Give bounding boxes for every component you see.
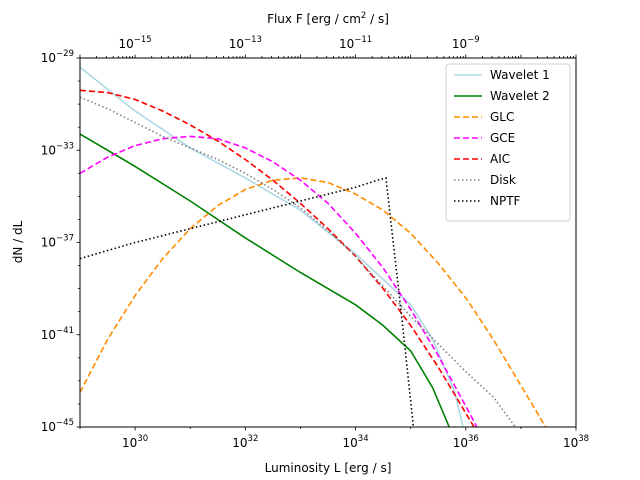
series-line-6	[80, 176, 415, 427]
top-tick-label-0: 10−15	[118, 35, 151, 51]
legend-label-6: NPTF	[490, 194, 521, 208]
top-axis-label: Flux F [erg / cm2 / s]	[267, 11, 389, 26]
legend-box	[445, 63, 571, 222]
top-tick-label-2: 10−11	[339, 35, 372, 51]
legend: Wavelet 1 Wavelet 2 GLC GCE AIC Disk NPTF	[445, 63, 571, 222]
series-line-3	[80, 135, 478, 427]
y-tick-label-0: 10−29	[41, 49, 74, 65]
labels-layer: 1030 1032 1034 1036 1038 10−29 10−33 10−37 10−41…	[41, 11, 589, 450]
y-tick-label-3: 10−41	[41, 326, 74, 342]
top-tick-label-3: 10−9	[452, 35, 480, 51]
series-line-1	[80, 133, 450, 427]
plot-frame	[79, 57, 577, 428]
y-tick-label-4: 10−45	[41, 418, 74, 434]
x-tick-label-3: 1036	[453, 434, 479, 450]
x-axis-label: Luminosity L [erg / s]	[265, 461, 392, 475]
legend-label-4: AIC	[490, 152, 510, 166]
y-tick-label-2: 10−37	[41, 234, 74, 250]
legend-label-5: Disk	[490, 173, 516, 187]
top-tick-label-1: 10−13	[229, 35, 262, 51]
legend-label-3: GCE	[490, 131, 515, 145]
series-line-4	[80, 89, 475, 427]
legend-label-2: GLC	[490, 110, 514, 124]
series-line-0	[80, 66, 464, 427]
legend-label-1: Wavelet 2	[490, 89, 550, 103]
x-tick-label-0: 1030	[122, 434, 148, 450]
series-line-5	[80, 96, 517, 427]
y-axis-label: dN / dL	[11, 220, 25, 263]
x-tick-label-4: 1038	[563, 434, 589, 450]
x-tick-label-1: 1032	[232, 434, 258, 450]
y-tick-label-1: 10−33	[41, 141, 74, 157]
x-tick-label-2: 1034	[343, 434, 369, 450]
legend-label-0: Wavelet 1	[490, 68, 550, 82]
series-layer	[80, 66, 547, 427]
series-line-2	[80, 177, 547, 427]
